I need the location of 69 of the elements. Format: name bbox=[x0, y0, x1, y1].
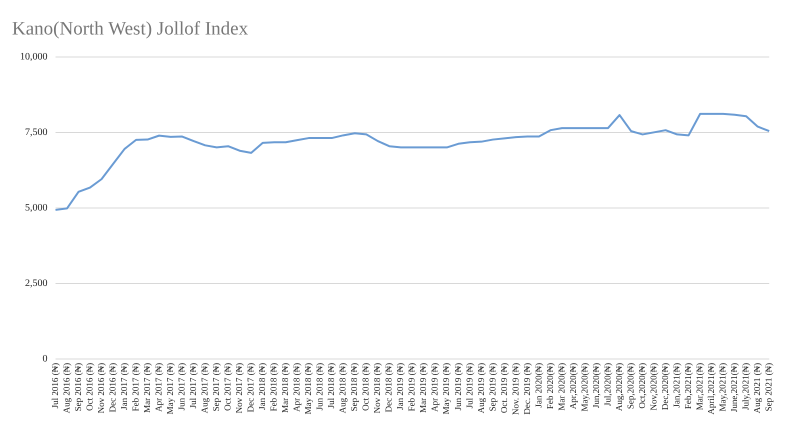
x-tick-label: Mar 2018 (₦) bbox=[280, 362, 290, 413]
x-tick-label: Jul 2017 (₦) bbox=[188, 362, 198, 408]
x-tick-label: Jan 2017 (₦) bbox=[118, 362, 129, 410]
x-tick-label: Mar 2020(₦) bbox=[556, 362, 566, 411]
x-tick-label: Nov,2020(₦) bbox=[648, 362, 658, 411]
x-tick-label: Apr,2020(₦) bbox=[568, 362, 578, 410]
x-tick-label: Oct,2020(₦) bbox=[636, 362, 647, 409]
x-tick-label: Mar 2019 (₦) bbox=[418, 362, 428, 413]
x-tick-label: May,2020(₦) bbox=[579, 362, 590, 412]
x-tick-label: Sep,2020(₦) bbox=[625, 362, 636, 410]
x-tick-label: Jun 2018 (₦) bbox=[314, 362, 325, 410]
x-tick-label: July,2021(₦) bbox=[740, 362, 751, 410]
x-tick-label: May,2021(₦) bbox=[718, 362, 728, 412]
x-tick-label: Dec 2018 (₦) bbox=[384, 362, 394, 412]
y-tick-label: 10,000 bbox=[20, 51, 48, 62]
y-tick-label: 5,000 bbox=[25, 202, 48, 214]
x-tick-label: Sep 2017 (₦) bbox=[211, 362, 222, 412]
x-tick-label: Feb 2017 (₦) bbox=[130, 362, 140, 412]
x-tick-label: Sep 2021 (₦) bbox=[764, 362, 774, 412]
x-tick-label: Mar 2017 (₦) bbox=[142, 362, 152, 413]
x-tick-label: May 2019 (₦) bbox=[441, 362, 452, 414]
x-tick-label: Feb 2018 (₦) bbox=[268, 362, 279, 412]
y-tick-label: 7,500 bbox=[25, 126, 48, 138]
x-tick-label: Jan 2019 (₦) bbox=[395, 362, 406, 410]
x-tick-label: Jul,2020(₦) bbox=[602, 362, 612, 406]
x-tick-label: Sep 2018 (₦) bbox=[349, 362, 360, 412]
x-tick-label: Apr 2017 (₦) bbox=[153, 362, 164, 412]
x-tick-label: May 2018 (₦) bbox=[303, 362, 314, 414]
y-tick-label: 2,500 bbox=[25, 278, 48, 289]
x-tick-label: Sep 2016 (₦) bbox=[72, 362, 83, 412]
x-tick-label: Dec 2016 (₦) bbox=[107, 362, 118, 412]
x-tick-label: Apr 2019 (₦) bbox=[430, 362, 440, 412]
x-tick-label: Jan 2020(₦) bbox=[533, 362, 544, 408]
x-tick-label: Jun,2020(₦) bbox=[590, 362, 601, 408]
x-tick-label: Mar,2021(₦) bbox=[694, 362, 704, 410]
y-tick-label: 0 bbox=[42, 353, 48, 364]
x-tick-label: Aug,2020(₦) bbox=[614, 362, 624, 412]
x-tick-label: Aug 2017 (₦) bbox=[200, 362, 210, 414]
x-tick-label: Dec 2017 (₦) bbox=[246, 362, 256, 412]
x-tick-label: Oct 2018 (₦) bbox=[360, 362, 371, 411]
x-tick-label: Nov. 2019 (₦) bbox=[510, 362, 520, 416]
x-tick-label: Oct. 2019 (₦) bbox=[498, 362, 509, 414]
x-tick-label: Jan,2021(₦) bbox=[671, 362, 682, 408]
x-tick-label: Jul 2019 (₦) bbox=[464, 362, 474, 408]
x-tick-label: Sep 2019 (₦) bbox=[487, 362, 498, 412]
x-tick-label: Feb,2021(₦) bbox=[682, 362, 693, 410]
x-tick-label: Jul 2018 (₦) bbox=[326, 362, 336, 408]
x-tick-label: Feb 2020(₦) bbox=[544, 362, 555, 410]
chart-title: Kano(North West) Jollof Index bbox=[12, 18, 249, 40]
x-tick-label: Aug 2021 (₦) bbox=[752, 362, 762, 414]
x-tick-label: Aug 2018 (₦) bbox=[338, 362, 348, 414]
x-tick-label: Feb 2019 (₦) bbox=[406, 362, 417, 412]
x-tick-label: May 2017 (₦) bbox=[164, 362, 175, 414]
x-tick-label: Nov 2017 (₦) bbox=[234, 362, 244, 414]
x-tick-label: Jun 2017 (₦) bbox=[176, 362, 186, 410]
x-tick-label: Aug 2019 (₦) bbox=[476, 362, 486, 414]
x-tick-label: Nov 2016 (₦) bbox=[96, 362, 106, 414]
x-tick-label: Oct 2016 (₦) bbox=[84, 362, 94, 411]
x-tick-label: Jun 2019 (₦) bbox=[452, 362, 463, 410]
x-tick-label: Oct 2017 (₦) bbox=[222, 362, 233, 411]
x-tick-label: Dec. 2019 (₦) bbox=[522, 362, 532, 415]
x-tick-label: Dec,2020(₦) bbox=[660, 362, 670, 410]
x-tick-label: Jul 2016 (₦) bbox=[50, 362, 60, 408]
x-tick-label: June,2021(₦) bbox=[729, 362, 740, 412]
x-tick-label: April,2021(₦) bbox=[706, 362, 716, 415]
x-tick-label: Jan 2018 (₦) bbox=[257, 362, 268, 410]
x-tick-label: Nov 2018 (₦) bbox=[372, 362, 382, 414]
x-tick-label: Apr 2018 (₦) bbox=[292, 362, 302, 412]
x-tick-label: Aug 2016 (₦) bbox=[61, 362, 72, 414]
